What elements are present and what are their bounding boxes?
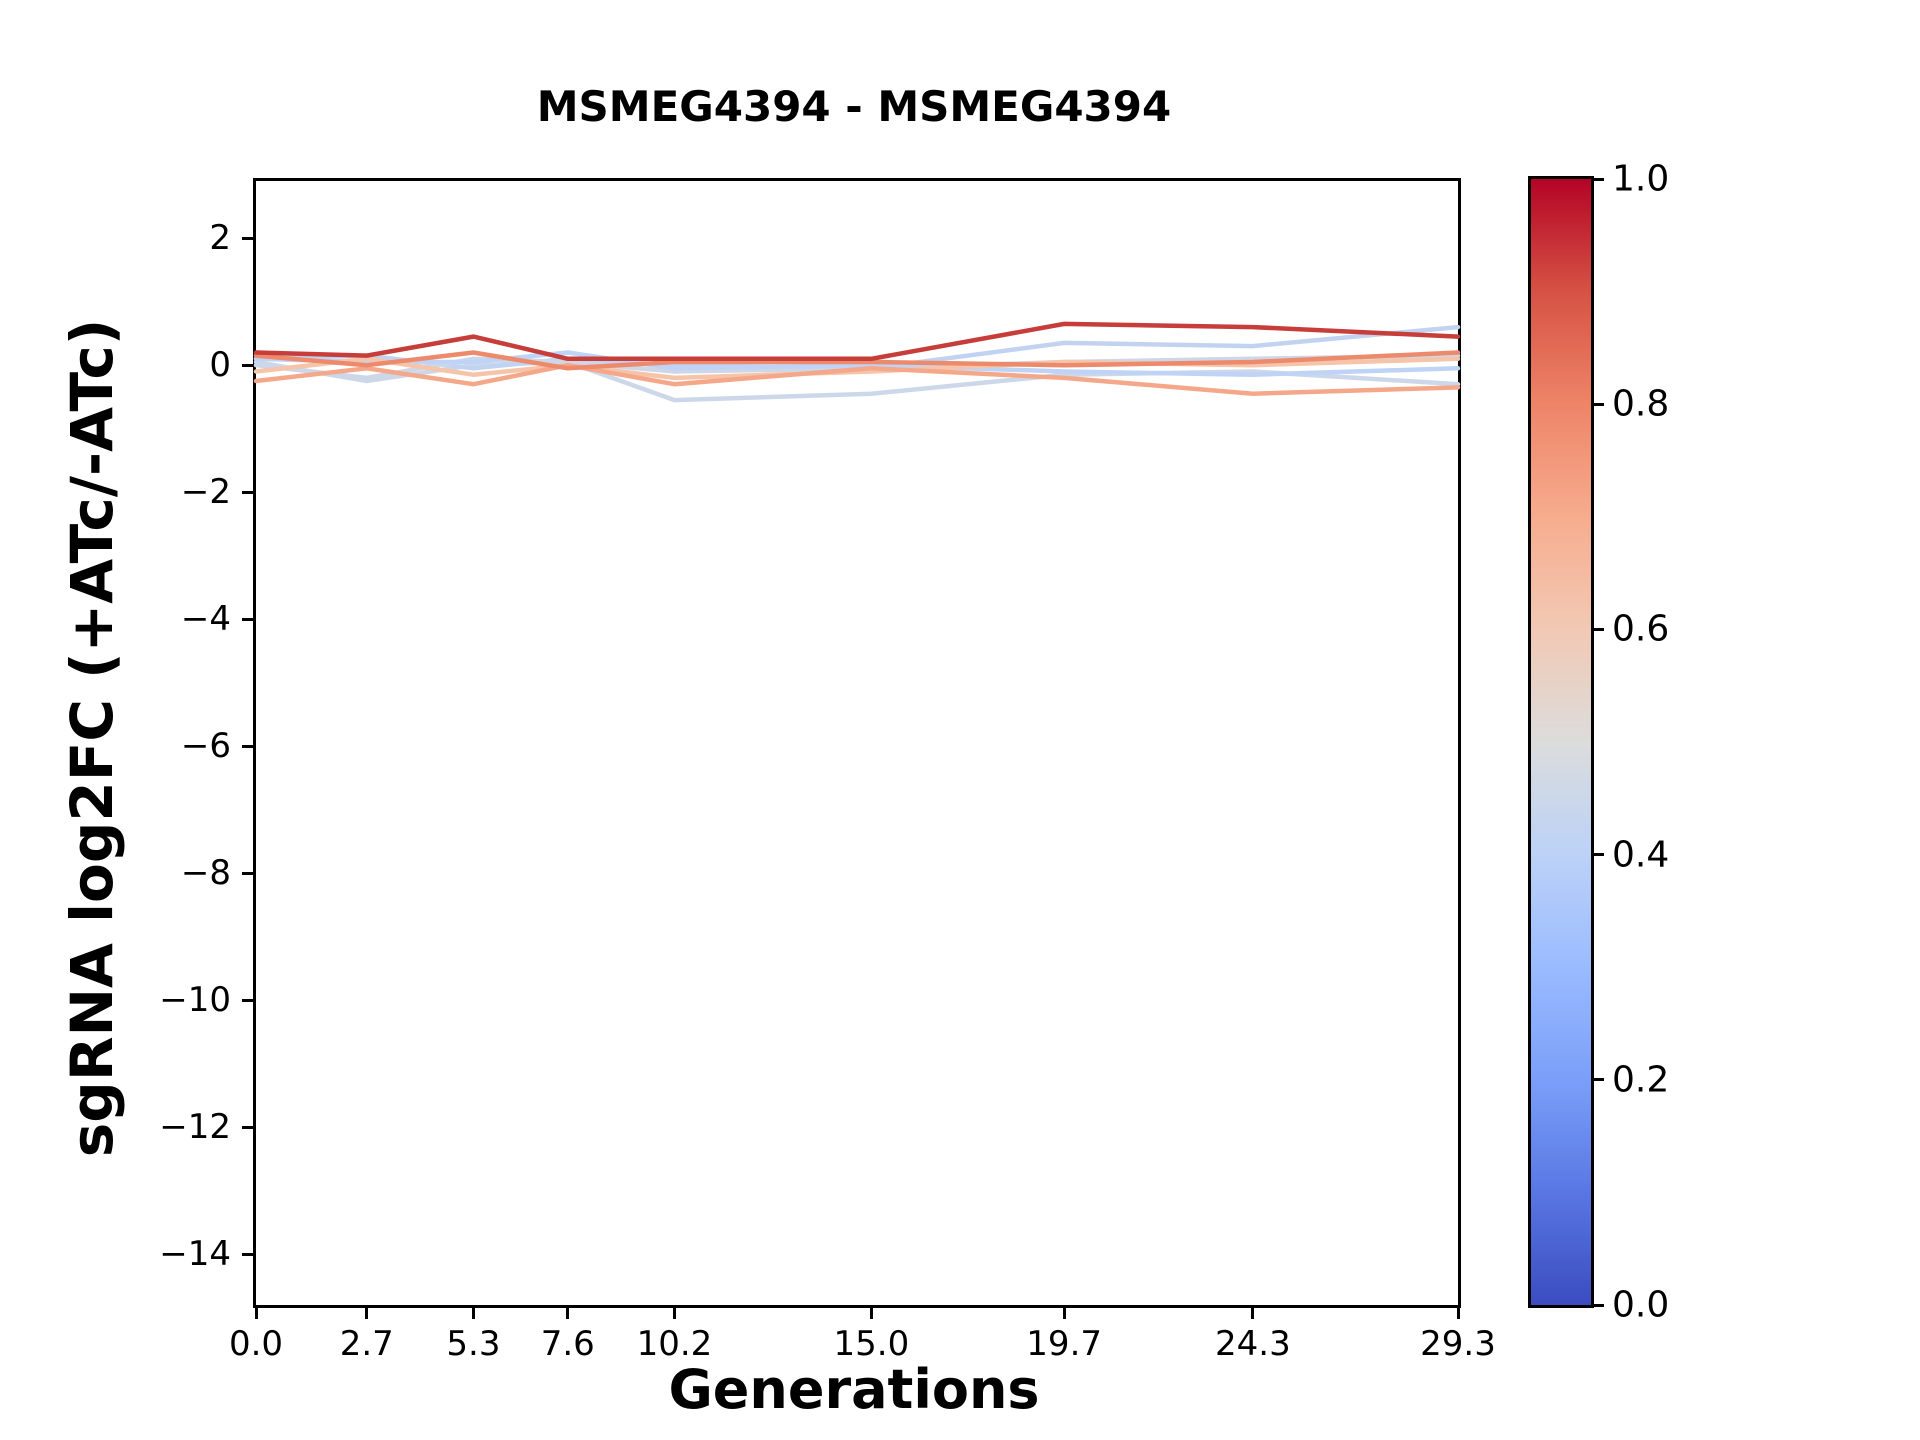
y-tick-mark: [242, 998, 253, 1002]
y-tick-mark: [242, 363, 253, 367]
y-tick-label: 2: [209, 218, 231, 259]
y-tick-mark: [242, 490, 253, 494]
colorbar-tick-mark: [1594, 1303, 1604, 1307]
chart-title: MSMEG4394 - MSMEG4394: [536, 82, 1172, 131]
series-line: [253, 350, 1461, 371]
y-tick-mark: [242, 744, 253, 748]
x-tick-label: 15.0: [833, 1324, 910, 1364]
colorbar-tick-mark: [1594, 402, 1604, 406]
x-tick-label: 0.0: [228, 1324, 284, 1364]
y-tick-mark: [242, 871, 253, 875]
colorbar-tick-label: 1.0: [1612, 158, 1670, 200]
y-tick-label: −2: [180, 472, 231, 513]
x-axis-label: Generations: [668, 1358, 1040, 1421]
x-tick-mark: [471, 1308, 475, 1319]
x-tick-mark: [365, 1308, 369, 1319]
x-tick-label: 2.7: [339, 1324, 394, 1364]
x-tick-label: 7.6: [540, 1324, 595, 1364]
colorbar-gradient: [1528, 176, 1594, 1308]
x-tick-label: 19.7: [1026, 1324, 1103, 1364]
y-tick-label: −10: [159, 980, 231, 1021]
x-tick-mark: [1456, 1308, 1460, 1319]
x-tick-mark: [869, 1308, 873, 1319]
colorbar-tick-label: 0.8: [1612, 383, 1670, 425]
series-line: [253, 362, 1461, 396]
series-line: [253, 321, 1461, 362]
x-tick-label: 5.3: [446, 1324, 501, 1364]
y-tick-mark: [242, 236, 253, 240]
x-tick-mark: [254, 1308, 258, 1319]
y-tick-label: −4: [180, 599, 231, 640]
x-tick-label: 29.3: [1420, 1324, 1496, 1364]
colorbar-tick-mark: [1594, 627, 1604, 631]
colorbar-tick-mark: [1594, 1078, 1604, 1082]
y-tick-label: 0: [209, 345, 231, 386]
plot-area: [253, 178, 1461, 1308]
colorbar-tick-label: 0.0: [1612, 1284, 1670, 1326]
colorbar-tick-mark: [1594, 177, 1604, 181]
x-tick-mark: [1251, 1308, 1255, 1319]
x-tick-mark: [672, 1308, 676, 1319]
colorbar-tick-label: 0.6: [1612, 608, 1670, 650]
colorbar-tick-label: 0.2: [1612, 1059, 1670, 1101]
y-tick-label: −14: [159, 1234, 231, 1275]
x-tick-label: 24.3: [1215, 1324, 1291, 1364]
y-tick-label: −6: [180, 726, 231, 767]
x-tick-mark: [566, 1308, 570, 1319]
x-tick-label: 10.2: [636, 1324, 713, 1364]
x-tick-mark: [1062, 1308, 1066, 1319]
y-tick-mark: [242, 617, 253, 621]
y-tick-mark: [242, 1252, 253, 1256]
y-axis-label: sgRNA log2FC (+ATc/-ATc): [58, 318, 126, 1158]
colorbar-tick-label: 0.4: [1612, 834, 1670, 876]
line-series-svg: [253, 321, 1461, 403]
y-tick-mark: [242, 1125, 253, 1129]
y-tick-label: −8: [180, 853, 231, 894]
y-tick-label: −12: [159, 1107, 231, 1148]
colorbar-tick-mark: [1594, 853, 1604, 857]
